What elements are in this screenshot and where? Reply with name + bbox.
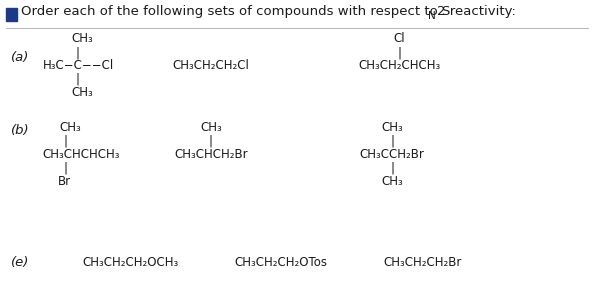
Text: (b): (b): [11, 124, 29, 137]
Text: CH₃CH₂CH₂OTos: CH₃CH₂CH₂OTos: [235, 256, 328, 269]
Text: Br: Br: [58, 175, 71, 188]
Text: CH₃: CH₃: [381, 175, 403, 188]
Text: CH₃CCH₂Br: CH₃CCH₂Br: [359, 148, 425, 161]
Text: CH₃: CH₃: [200, 121, 222, 134]
Text: |: |: [209, 135, 213, 148]
Text: (a): (a): [11, 51, 29, 64]
Text: CH₃CH₂CHCH₃: CH₃CH₂CHCH₃: [358, 59, 440, 72]
Text: CH₃CH₂CH₂Cl: CH₃CH₂CH₂Cl: [172, 59, 249, 72]
Text: CH₃: CH₃: [71, 32, 93, 45]
Text: CH₃CHCH₂Br: CH₃CHCH₂Br: [174, 148, 248, 161]
Text: (e): (e): [11, 256, 29, 269]
Text: |: |: [390, 135, 394, 148]
Text: CH₃: CH₃: [59, 121, 81, 134]
Text: CH₃CHCHCH₃: CH₃CHCHCH₃: [43, 148, 120, 161]
Text: CH₃: CH₃: [71, 86, 93, 99]
Text: CH₃: CH₃: [381, 121, 403, 134]
Text: |: |: [64, 135, 67, 148]
Text: CH₃CH₂CH₂Br: CH₃CH₂CH₂Br: [383, 256, 462, 269]
Text: |: |: [75, 73, 79, 86]
Text: |: |: [397, 46, 401, 59]
Text: Cl: Cl: [393, 32, 405, 45]
Text: Order each of the following sets of compounds with respect to S: Order each of the following sets of comp…: [21, 4, 451, 18]
Text: 2 reactivity:: 2 reactivity:: [437, 4, 516, 18]
Text: |: |: [75, 46, 79, 59]
Text: H₃C−C−−Cl: H₃C−C−−Cl: [43, 59, 114, 72]
Text: |: |: [64, 161, 67, 174]
Bar: [6, 8, 17, 21]
Text: |: |: [390, 161, 394, 174]
Text: CH₃CH₂CH₂OCH₃: CH₃CH₂CH₂OCH₃: [82, 256, 178, 269]
Text: N: N: [428, 11, 435, 21]
